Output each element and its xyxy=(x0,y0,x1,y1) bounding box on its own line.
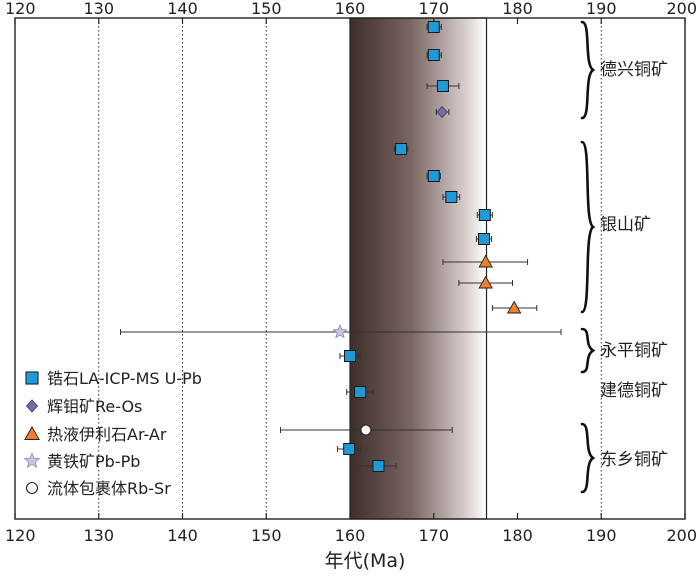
zircon-marker xyxy=(427,21,440,33)
legend-label: 辉钼矿Re-Os xyxy=(47,397,142,416)
sericite-marker xyxy=(506,300,522,314)
data-point xyxy=(442,191,461,203)
data-point xyxy=(475,233,493,245)
top-tick-label: 150 xyxy=(251,0,282,18)
zircon-marker xyxy=(445,191,458,203)
data-point xyxy=(393,143,409,155)
legend-marker xyxy=(25,371,39,385)
data-point xyxy=(442,254,529,268)
top-tick-label: 120 xyxy=(5,0,36,18)
brace-yinshan xyxy=(580,140,596,314)
zircon-marker xyxy=(427,170,440,182)
group-label: 银山矿 xyxy=(600,215,651,235)
bottom-tick-label: 160 xyxy=(335,526,366,545)
data-point xyxy=(435,105,450,119)
x-axis-title: 年代(Ma) xyxy=(325,550,406,572)
top-tick-label: 160 xyxy=(335,0,366,18)
data-point xyxy=(491,300,538,314)
brace-dongxiang xyxy=(580,422,596,494)
group-label: 德兴铜矿 xyxy=(600,60,668,80)
data-point xyxy=(426,21,442,33)
sericite-marker xyxy=(478,275,493,289)
data-point xyxy=(336,443,362,455)
legend-label: 黄铁矿Pb-Pb xyxy=(47,452,140,471)
legend-label: 热液伊利石Ar-Ar xyxy=(47,425,167,444)
group-label: 建德铜矿 xyxy=(600,381,668,401)
zircon-marker xyxy=(478,233,490,245)
legend-marker xyxy=(24,425,40,440)
legend-label: 锆石LA-ICP-MS U-Pb xyxy=(47,369,202,388)
fluid-inclusion-marker xyxy=(360,424,372,436)
zircon-marker xyxy=(343,443,356,455)
data-point xyxy=(426,80,460,92)
top-tick-label: 130 xyxy=(83,0,114,18)
top-tick-label: 190 xyxy=(586,0,617,18)
data-points-layer xyxy=(120,21,562,472)
zircon-marker xyxy=(372,460,385,472)
legend-marker xyxy=(25,399,39,413)
zircon-marker xyxy=(344,350,356,362)
data-point xyxy=(476,209,493,221)
brace-dexing xyxy=(580,20,596,120)
zircon-marker xyxy=(436,80,449,92)
bottom-tick-label: 140 xyxy=(167,526,198,545)
legend: 锆石LA-ICP-MS U-Pb 辉钼矿Re-Os 热液伊利石Ar-Ar 黄铁矿Pb-… xyxy=(23,369,202,498)
legend-marker xyxy=(23,452,41,469)
pyrite-marker xyxy=(332,323,348,339)
highlight-band-layer xyxy=(349,17,488,520)
zircon-marker xyxy=(354,386,367,398)
bottom-tick-label: 150 xyxy=(251,526,282,545)
bottom-tick-label: 130 xyxy=(83,526,114,545)
group-label: 永平铜矿 xyxy=(600,341,668,361)
top-tick-label: 170 xyxy=(418,0,449,18)
top-tick-label: 180 xyxy=(502,0,533,18)
highlight-band xyxy=(349,17,488,520)
bottom-tick-label: 180 xyxy=(502,526,533,545)
bottom-tick-label: 120 xyxy=(5,526,36,545)
zircon-marker xyxy=(395,143,408,155)
data-point xyxy=(426,170,441,182)
tick-layer: 120 120 130 130 140 140 150 150 160 160 170 170 180 1… xyxy=(5,0,697,545)
bottom-tick-label: 170 xyxy=(418,526,449,545)
top-tick-label: 200 xyxy=(666,0,697,18)
data-point xyxy=(426,49,442,61)
data-point xyxy=(339,350,361,362)
brace-yongping xyxy=(580,327,596,374)
sericite-marker xyxy=(478,254,493,268)
data-point xyxy=(346,386,374,398)
molybdenite-marker xyxy=(436,105,448,119)
data-point xyxy=(458,275,513,289)
legend-label: 流体包裹体Rb-Sr xyxy=(47,479,171,498)
legend-marker xyxy=(25,481,39,495)
group-label: 东乡铜矿 xyxy=(600,450,668,470)
zircon-marker xyxy=(478,209,491,221)
data-point xyxy=(279,424,453,436)
data-point xyxy=(359,460,397,472)
bottom-tick-label: 190 xyxy=(586,526,617,545)
zircon-marker xyxy=(427,49,440,61)
bottom-tick-label: 200 xyxy=(666,526,697,545)
top-tick-label: 140 xyxy=(167,0,198,18)
grid-layer xyxy=(98,18,602,519)
data-point xyxy=(120,323,562,339)
